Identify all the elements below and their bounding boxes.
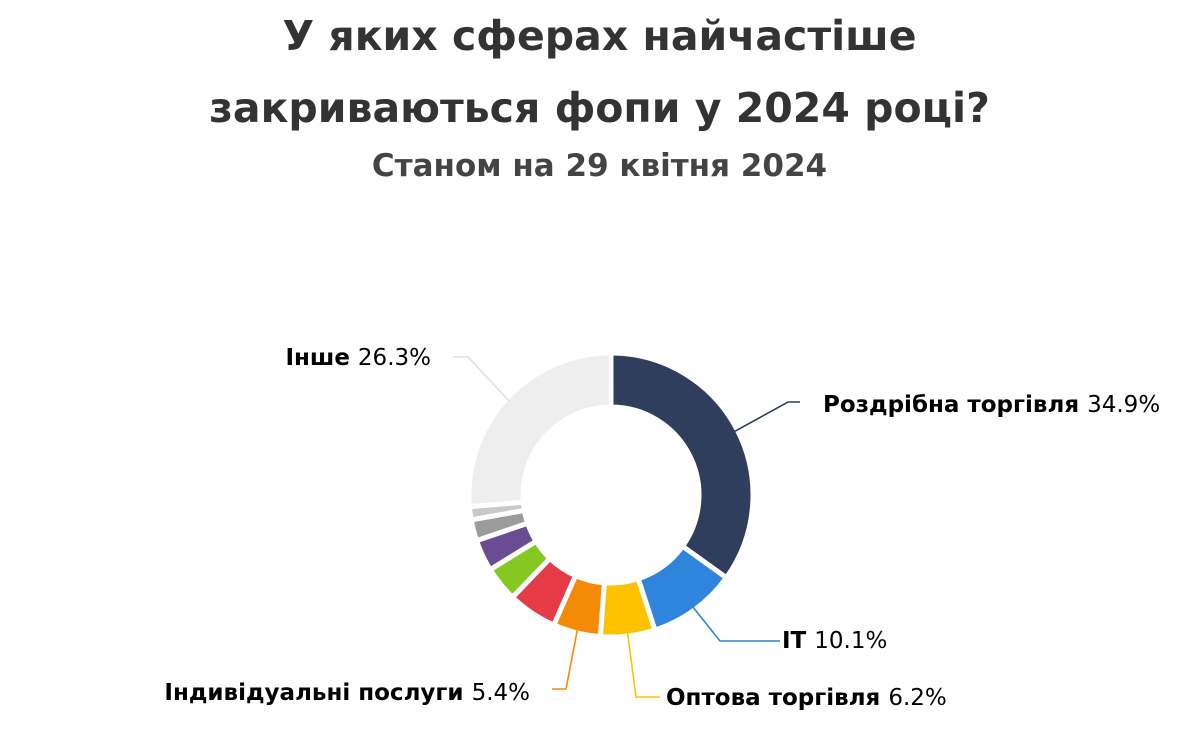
label-connector	[453, 356, 511, 403]
slice-label: Роздрібна торгівля 34.9%	[823, 392, 1160, 418]
slice-label: Оптова торгівля 6.2%	[666, 685, 947, 711]
slice-label-name: Інше	[285, 345, 357, 371]
slice-label-name: Індивідуальні послуги	[164, 680, 471, 706]
slice-label-value: 5.4%	[472, 680, 530, 706]
chart-subtitle: Станом на 29 квітня 2024	[371, 148, 828, 184]
label-connector	[552, 628, 579, 690]
chart-title-line-1: У яких сферах найчастіше	[282, 12, 917, 60]
slice-label: Індивідуальні послуги 5.4%	[164, 680, 530, 706]
slice-label-name: IT	[782, 628, 814, 654]
slice-label-value: 6.2%	[888, 685, 946, 711]
slice-label: Інше 26.3%	[285, 345, 431, 371]
slice-label-value: 26.3%	[358, 345, 431, 371]
label-connector	[626, 631, 660, 698]
slice-label: IT 10.1%	[782, 628, 887, 654]
donut-slice[interactable]	[608, 350, 756, 581]
slice-label-value: 10.1%	[814, 628, 887, 654]
slice-label-value: 34.9%	[1087, 392, 1160, 418]
label-connector	[733, 401, 800, 433]
label-connector	[691, 605, 780, 642]
slice-label-name: Роздрібна торгівля	[823, 392, 1087, 418]
slice-label-name: Оптова торгівля	[666, 685, 888, 711]
chart-title-line-2: закриваються фопи у 2024 році?	[209, 84, 990, 132]
donut-slice[interactable]	[466, 350, 614, 510]
chart-title: У яких сферах найчастіше закриваються фо…	[0, 0, 1199, 144]
